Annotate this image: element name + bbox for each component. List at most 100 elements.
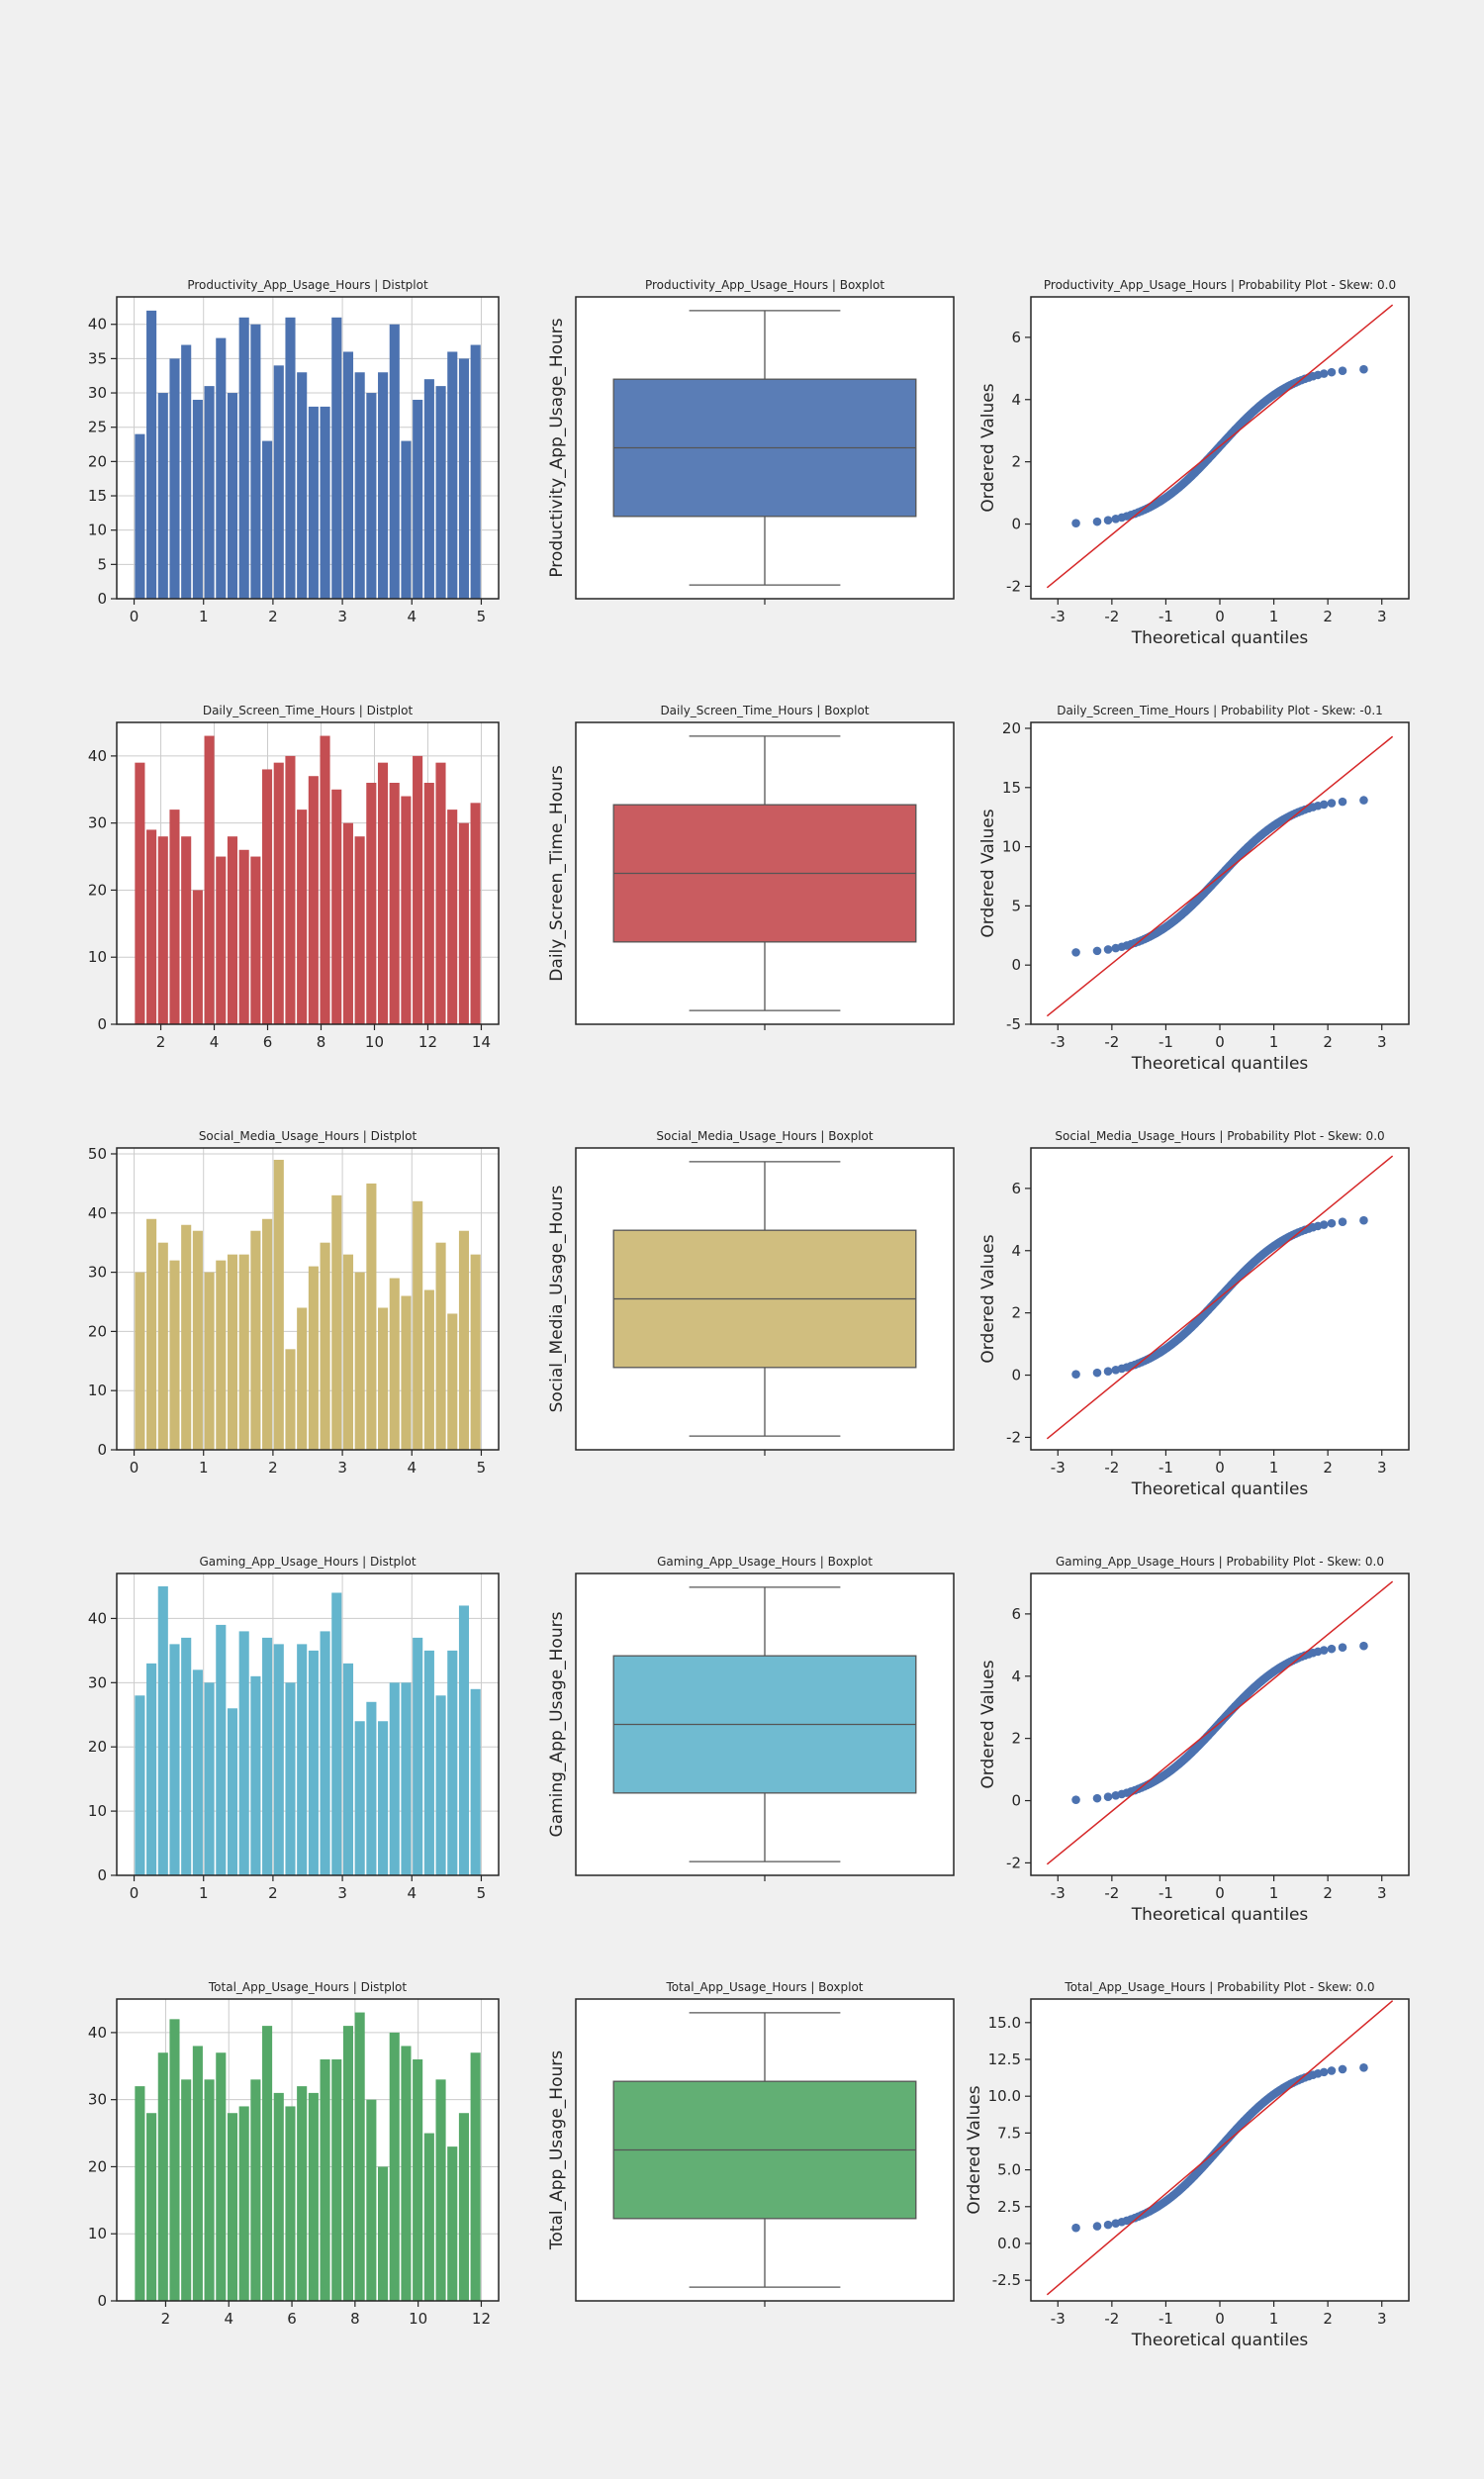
histogram-bar (413, 399, 423, 599)
y-tick-label: 5.0 (997, 2161, 1021, 2179)
plot-background (117, 1999, 499, 2301)
histogram-bar (227, 2113, 238, 2301)
quantile-point (1071, 1370, 1080, 1379)
histogram-bar (238, 1254, 249, 1450)
x-tick-label: 0 (1215, 608, 1225, 625)
y-tick-label: 40 (88, 747, 107, 765)
x-tick-label: 0 (1215, 1884, 1225, 1902)
y-tick-label: 4 (1011, 1242, 1021, 1260)
quantile-point (1359, 1215, 1368, 1225)
histogram-bar (297, 2086, 308, 2301)
fit-line (1046, 735, 1394, 1017)
probability-plot-panel: -2 0 2 4 6 -3 -2 -1 0 1 2 3 Theoretical quantiles Ord… (978, 1129, 1410, 1499)
fit-line (1046, 2000, 1394, 2296)
x-tick-label: 1 (1269, 1459, 1279, 1477)
histogram-bar (354, 2012, 365, 2301)
histogram-bar (447, 1313, 458, 1450)
x-tick-label: 0 (130, 608, 139, 625)
quantile-point (1319, 1646, 1329, 1655)
histogram-bar (192, 890, 203, 1024)
histogram-bar (401, 1682, 412, 1875)
quantile-point (1338, 1643, 1347, 1653)
histogram-bar (354, 372, 365, 599)
histogram-bar (435, 1695, 446, 1875)
x-tick-label: -1 (1159, 2310, 1173, 2328)
x-tick-label: 3 (337, 1884, 347, 1902)
boxplot-panel: Gaming_App_Usage_Hours Gaming_App_Usage_H… (547, 1555, 955, 1881)
quantile-point (1359, 2063, 1368, 2072)
boxplot-title: Total_App_Usage_Hours | Boxplot (666, 1980, 864, 1994)
histogram-bar (354, 1721, 365, 1875)
histogram-bar (169, 1644, 180, 1875)
histogram-bar (320, 735, 330, 1024)
histogram-bar (423, 379, 434, 599)
histogram-bar (146, 2113, 157, 2301)
y-tick-label: 40 (88, 2024, 107, 2042)
quantile-point (1071, 1795, 1080, 1804)
y-tick-label: 30 (88, 1673, 107, 1691)
plot-frame (116, 1147, 500, 1451)
histogram-bar (204, 1682, 215, 1875)
histogram-bar (308, 1266, 319, 1450)
distplot-panel: 0 5 10 15 20 25 30 35 40 0 1 2 3 4 5 Productivity_App_U… (88, 278, 500, 625)
histogram-bar (238, 849, 249, 1024)
histogram-bar (181, 2079, 192, 2301)
histogram-bar (470, 2052, 481, 2301)
x-tick-label: 4 (407, 1884, 417, 1902)
distplot-panel: 0 10 20 30 40 50 0 1 2 3 4 5 Social_Media_Usage_Hour… (88, 1129, 500, 1477)
histogram-bar (250, 1230, 261, 1450)
histogram-bar (354, 1272, 365, 1450)
histogram-bar (447, 2146, 458, 2301)
quantile-point (1338, 2064, 1347, 2074)
y-axis-label: Ordered Values (978, 1234, 998, 1363)
x-tick-label: 0 (1215, 1033, 1225, 1051)
x-tick-label: 12 (472, 2310, 491, 2328)
boxplot-title: Daily_Screen_Time_Hours | Boxplot (660, 704, 869, 717)
fit-line (1046, 1155, 1394, 1440)
probability-plot-panel: -2 0 2 4 6 -3 -2 -1 0 1 2 3 Theoretical quantiles Ord… (978, 1555, 1410, 1925)
plot-frame (116, 721, 500, 1025)
plot-background (117, 1148, 499, 1450)
boxplot-title: Gaming_App_Usage_Hours | Boxplot (657, 1555, 873, 1569)
boxplot-y-label: Daily_Screen_Time_Hours (547, 765, 567, 982)
x-tick-label: 10 (409, 2310, 427, 2328)
quantile-point (1338, 1217, 1347, 1227)
x-tick-label: -1 (1159, 1884, 1173, 1902)
x-tick-label: 0 (1215, 2310, 1225, 2328)
x-tick-label: 10 (365, 1033, 384, 1051)
quantile-point (1319, 1220, 1329, 1229)
histogram-bar (146, 1663, 157, 1875)
distplot-title: Productivity_App_Usage_Hours | Distplot (187, 278, 428, 292)
probability-plot-title: Gaming_App_Usage_Hours | Probability Plo… (1056, 1555, 1384, 1569)
x-tick-label: 3 (1377, 1459, 1387, 1477)
histogram-bar (192, 399, 203, 599)
x-tick-label: 1 (199, 608, 209, 625)
y-axis-label: Ordered Values (978, 383, 998, 512)
y-tick-label: -5 (1006, 1015, 1021, 1033)
probability-plot-title: Daily_Screen_Time_Hours | Probability Pl… (1057, 704, 1383, 717)
quantile-point (1359, 796, 1368, 805)
quantile-point (1327, 1218, 1337, 1228)
histogram-bar (413, 1637, 423, 1875)
quantile-point (1103, 1792, 1113, 1802)
histogram-bar (378, 1721, 389, 1875)
y-tick-label: 10 (88, 1802, 107, 1820)
y-tick-label: 2 (1011, 453, 1021, 471)
histogram-bar (227, 1254, 238, 1450)
x-tick-label: -1 (1159, 1459, 1173, 1477)
x-tick-label: 3 (1377, 1033, 1387, 1051)
fit-line (1046, 1580, 1394, 1865)
histogram-bar (470, 803, 481, 1024)
x-tick-label: 3 (1377, 2310, 1387, 2328)
boxplot-title: Productivity_App_Usage_Hours | Boxplot (645, 278, 884, 292)
distplot-title: Gaming_App_Usage_Hours | Distplot (199, 1555, 416, 1569)
histogram-bar (342, 1663, 354, 1875)
x-tick-label: 1 (1269, 2310, 1279, 2328)
boxplot-title: Social_Media_Usage_Hours | Boxplot (656, 1129, 873, 1143)
quantile-point (1092, 2222, 1102, 2231)
histogram-bar (157, 1242, 168, 1450)
quantile-point (1103, 1367, 1113, 1377)
histogram-bar (204, 735, 215, 1024)
